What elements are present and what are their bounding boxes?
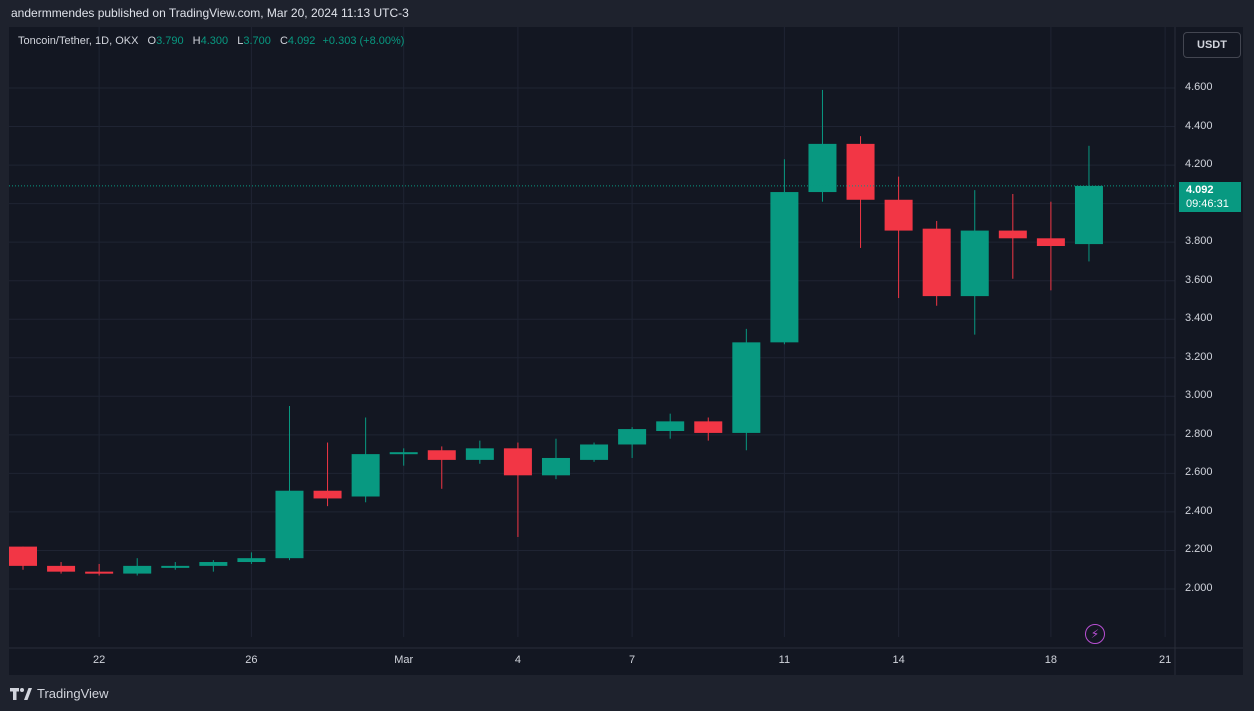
time-tick-label: 14 bbox=[892, 654, 905, 666]
lightning-icon[interactable]: ⚡︎ bbox=[1085, 624, 1105, 644]
low-label: L bbox=[237, 35, 244, 47]
price-tick-label: 3.000 bbox=[1185, 389, 1213, 402]
candle-body-up bbox=[808, 143, 837, 193]
close-label: C bbox=[279, 35, 288, 47]
price-tick-label: 3.800 bbox=[1185, 235, 1213, 248]
candle-body-down bbox=[884, 199, 913, 231]
time-tick-label: 11 bbox=[778, 654, 791, 666]
ohlc-legend: Toncoin/Tether, 1D, OKX O3.790 H4.300 L3… bbox=[18, 35, 404, 47]
candle-body-up bbox=[275, 490, 304, 559]
candle-body-down bbox=[85, 571, 114, 574]
price-tick-label: 4.200 bbox=[1185, 158, 1213, 171]
candle-body-down bbox=[427, 450, 456, 460]
footer-brand[interactable]: TradingView bbox=[37, 686, 109, 701]
candle-body-up bbox=[656, 421, 685, 431]
candlestick-chart[interactable] bbox=[9, 27, 1243, 675]
close-value: 4.092 bbox=[287, 35, 316, 47]
candle-body-down bbox=[922, 228, 951, 297]
change-value: +0.303 (+8.00%) bbox=[322, 35, 405, 47]
high-label: H bbox=[192, 35, 201, 47]
candle-body-down bbox=[313, 490, 342, 499]
time-tick-label: 4 bbox=[514, 654, 521, 666]
time-tick-label: 18 bbox=[1044, 654, 1057, 666]
candle-body-down bbox=[998, 230, 1027, 239]
chart-panel[interactable]: Toncoin/Tether, 1D, OKX O3.790 H4.300 L3… bbox=[9, 27, 1243, 675]
price-tick-label: 2.000 bbox=[1185, 582, 1213, 594]
high-value: 4.300 bbox=[200, 35, 229, 47]
time-tick-label: 26 bbox=[245, 654, 258, 666]
bar-countdown: 09:46:31 bbox=[1186, 198, 1229, 210]
price-tick-label: 3.600 bbox=[1185, 273, 1213, 286]
candle-body-up bbox=[618, 429, 647, 445]
last-price-value: 4.092 bbox=[1186, 184, 1214, 196]
price-tick-label: 4.600 bbox=[1185, 81, 1213, 93]
last-price-badge: 4.092 09:46:31 bbox=[1179, 182, 1241, 212]
open-label: O bbox=[147, 35, 157, 47]
price-tick-label: 2.600 bbox=[1185, 466, 1213, 479]
footer: TradingView bbox=[10, 686, 109, 701]
price-tick-label: 4.400 bbox=[1185, 119, 1213, 132]
time-tick-label: 7 bbox=[629, 654, 636, 666]
candle-body-up bbox=[960, 230, 989, 297]
candle-body-up bbox=[123, 565, 152, 574]
price-tick-label: 2.400 bbox=[1185, 504, 1213, 517]
candle-body-down bbox=[9, 546, 37, 566]
publish-attribution: andermmendes published on TradingView.co… bbox=[11, 6, 409, 20]
low-value: 3.700 bbox=[243, 35, 271, 47]
currency-button[interactable]: USDT bbox=[1183, 32, 1241, 58]
price-tick-label: 2.800 bbox=[1185, 427, 1213, 440]
candle-body-down bbox=[1036, 238, 1065, 247]
candle-body-up bbox=[199, 562, 228, 566]
candle-body-down bbox=[694, 421, 723, 433]
time-tick-label: 21 bbox=[1158, 654, 1172, 666]
time-tick-label: 22 bbox=[93, 654, 106, 666]
candle-body-up bbox=[732, 342, 761, 433]
price-tick-label: 2.200 bbox=[1185, 543, 1213, 556]
time-tick-label: Mar bbox=[394, 654, 414, 666]
candle-body-down bbox=[846, 143, 875, 200]
candle-body-up bbox=[770, 192, 799, 343]
candle-body-down bbox=[503, 448, 532, 476]
price-tick-label: 3.400 bbox=[1185, 312, 1213, 325]
candle-body-up bbox=[580, 444, 609, 460]
open-value: 3.790 bbox=[156, 35, 184, 47]
tradingview-logo-icon bbox=[10, 687, 32, 700]
candle-body-up bbox=[1074, 185, 1103, 245]
candle-body-down bbox=[47, 565, 76, 572]
candle-body-up bbox=[161, 565, 190, 568]
candle-body-up bbox=[541, 457, 570, 476]
symbol-label[interactable]: Toncoin/Tether, 1D, OKX bbox=[18, 35, 139, 47]
candle-body-up bbox=[237, 558, 266, 563]
candle-body-up bbox=[389, 452, 418, 455]
candle-body-up bbox=[351, 454, 380, 497]
candle-body-up bbox=[465, 448, 494, 460]
price-tick-label: 3.200 bbox=[1185, 350, 1213, 363]
